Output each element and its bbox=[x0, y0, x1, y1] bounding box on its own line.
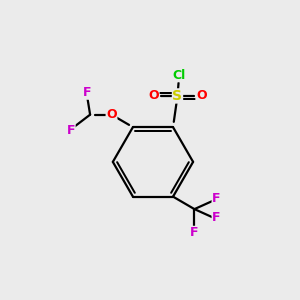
Text: O: O bbox=[106, 108, 117, 121]
Text: F: F bbox=[67, 124, 75, 136]
Text: F: F bbox=[212, 192, 221, 205]
Text: F: F bbox=[190, 226, 199, 239]
Text: F: F bbox=[212, 211, 221, 224]
Text: Cl: Cl bbox=[172, 69, 186, 82]
Text: O: O bbox=[148, 89, 159, 102]
Text: F: F bbox=[83, 86, 92, 99]
Text: O: O bbox=[196, 89, 207, 102]
Text: S: S bbox=[172, 89, 182, 103]
